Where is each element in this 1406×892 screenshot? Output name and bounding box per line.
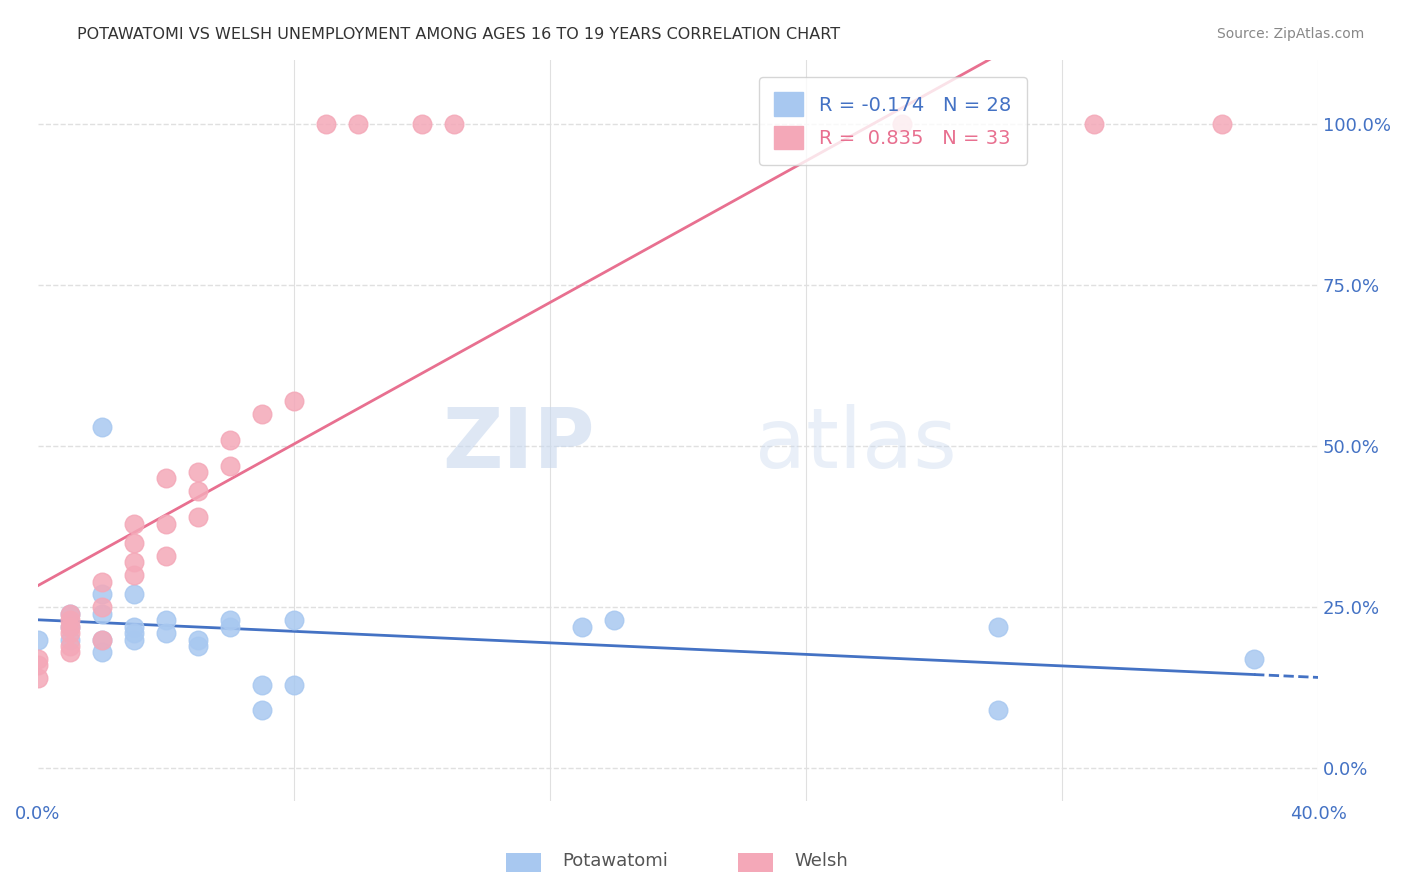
Text: Potawatomi: Potawatomi	[562, 852, 668, 870]
Point	[987, 703, 1010, 717]
Point	[443, 117, 465, 131]
Point	[59, 620, 82, 634]
Point	[59, 626, 82, 640]
Point	[346, 117, 368, 131]
Point	[90, 645, 112, 659]
Point	[122, 555, 145, 569]
Text: Welsh: Welsh	[794, 852, 848, 870]
Point	[90, 587, 112, 601]
Point	[283, 613, 305, 627]
Point	[1211, 117, 1233, 131]
Point	[122, 587, 145, 601]
Point	[218, 433, 240, 447]
Point	[1243, 652, 1265, 666]
Legend: R = -0.174   N = 28, R =  0.835   N = 33: R = -0.174 N = 28, R = 0.835 N = 33	[759, 77, 1026, 165]
Point	[155, 626, 177, 640]
Text: Source: ZipAtlas.com: Source: ZipAtlas.com	[1216, 27, 1364, 41]
Point	[122, 536, 145, 550]
Point	[315, 117, 337, 131]
Point	[218, 620, 240, 634]
Point	[122, 568, 145, 582]
Point	[987, 620, 1010, 634]
Point	[250, 703, 273, 717]
Point	[1083, 117, 1105, 131]
Point	[218, 458, 240, 473]
Point	[122, 516, 145, 531]
Point	[571, 620, 593, 634]
Point	[155, 549, 177, 563]
Point	[218, 613, 240, 627]
Point	[122, 626, 145, 640]
Point	[90, 600, 112, 615]
Point	[27, 671, 49, 685]
Point	[122, 632, 145, 647]
Point	[155, 613, 177, 627]
Point	[283, 394, 305, 409]
Point	[90, 632, 112, 647]
Point	[411, 117, 433, 131]
Point	[187, 632, 209, 647]
Point	[187, 484, 209, 499]
Point	[59, 607, 82, 621]
Point	[27, 652, 49, 666]
Text: POTAWATOMI VS WELSH UNEMPLOYMENT AMONG AGES 16 TO 19 YEARS CORRELATION CHART: POTAWATOMI VS WELSH UNEMPLOYMENT AMONG A…	[77, 27, 841, 42]
Point	[59, 620, 82, 634]
Point	[603, 613, 626, 627]
Point	[90, 607, 112, 621]
Text: ZIP: ZIP	[441, 404, 595, 485]
Point	[250, 678, 273, 692]
Text: atlas: atlas	[755, 404, 956, 485]
Point	[187, 465, 209, 479]
Point	[59, 613, 82, 627]
Point	[155, 516, 177, 531]
Point	[59, 607, 82, 621]
Point	[250, 407, 273, 421]
Point	[891, 117, 914, 131]
Point	[283, 678, 305, 692]
Point	[187, 639, 209, 653]
Point	[27, 632, 49, 647]
Point	[187, 510, 209, 524]
Point	[59, 639, 82, 653]
Point	[59, 632, 82, 647]
Point	[90, 420, 112, 434]
Point	[90, 632, 112, 647]
Point	[90, 574, 112, 589]
Point	[155, 471, 177, 485]
Point	[27, 658, 49, 673]
Point	[59, 645, 82, 659]
Point	[122, 620, 145, 634]
